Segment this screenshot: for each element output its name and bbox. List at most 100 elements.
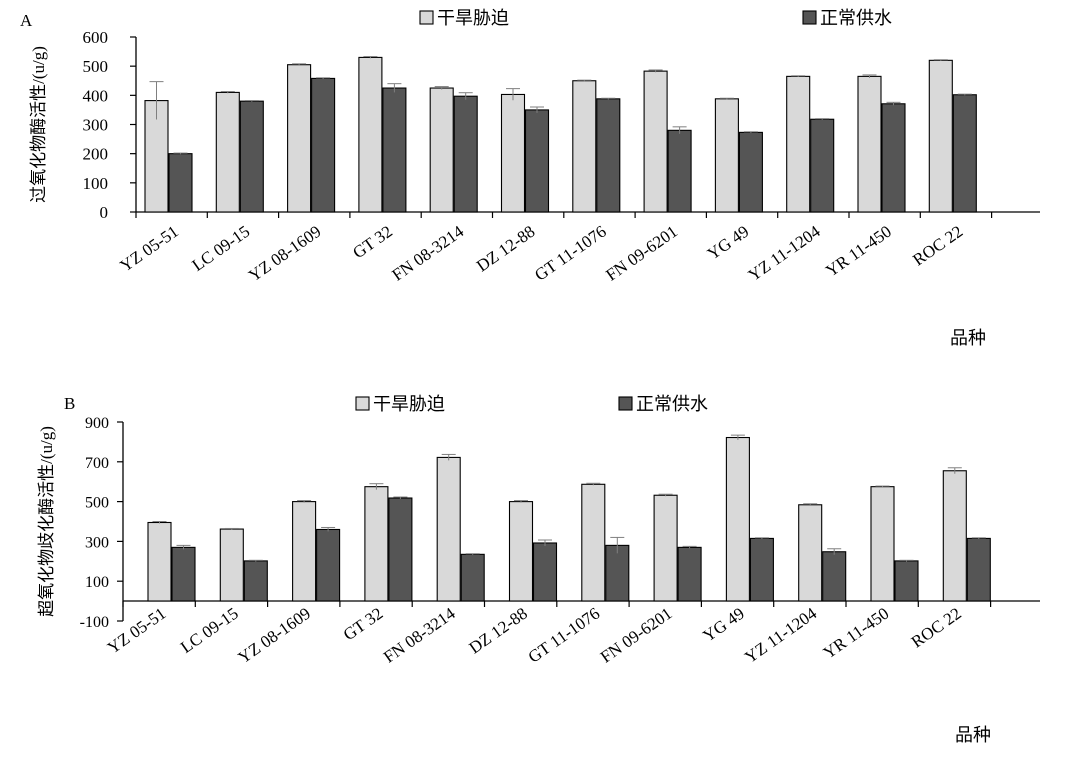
y-axis-title: 过氧化物酶活性/(u/g) — [29, 46, 48, 203]
bar-drought — [364, 486, 389, 602]
y-tick-label: 0 — [100, 203, 109, 222]
x-category-label: LC 09-15 — [189, 222, 254, 275]
x-category-label: YZ 08-1609 — [235, 604, 314, 668]
x-category-label: YG 49 — [699, 604, 747, 646]
x-axis-title: 品种 — [950, 328, 986, 348]
panel-label: A — [20, 11, 33, 30]
bar-normal — [738, 131, 763, 213]
x-category-label: ROC 22 — [909, 222, 966, 270]
bar-normal — [460, 553, 485, 602]
x-category-label: GT 32 — [340, 604, 387, 645]
bar-drought — [215, 91, 240, 213]
bar-normal — [532, 542, 558, 602]
legend-swatch-normal — [618, 396, 633, 411]
bar-normal — [168, 153, 193, 213]
x-category-label: FN 09-6201 — [597, 604, 676, 667]
legend-swatch-drought — [419, 10, 434, 25]
y-tick-label: 300 — [85, 534, 109, 551]
bar-normal — [881, 103, 906, 213]
x-category-label: YZ 11-1204 — [745, 221, 824, 284]
bar-drought — [714, 98, 739, 213]
x-category-label: YR 11-450 — [820, 604, 893, 663]
legend-swatch-normal — [802, 10, 817, 25]
bar-normal — [239, 100, 264, 213]
x-category-label: GT 32 — [349, 222, 396, 263]
bar-normal — [605, 544, 630, 602]
x-category-label: YG 49 — [704, 222, 752, 264]
bar-drought — [870, 486, 895, 602]
bar-drought — [500, 93, 526, 213]
bar-drought — [147, 521, 172, 602]
bar-normal — [749, 537, 774, 602]
x-axis-title: 品种 — [955, 725, 991, 745]
y-tick-label: 200 — [83, 145, 109, 164]
bar-normal — [243, 560, 268, 602]
panel-label: B — [64, 394, 75, 413]
y-tick-label: 500 — [83, 57, 109, 76]
bar-normal — [822, 551, 847, 602]
y-tick-label: 700 — [85, 455, 109, 472]
bar-normal — [677, 546, 702, 602]
bar-normal — [952, 94, 977, 213]
bar-drought — [786, 75, 811, 213]
bar-drought — [292, 501, 317, 602]
bar-drought — [725, 436, 750, 602]
x-category-label: YR 11-450 — [822, 222, 895, 281]
legend-label-drought: 干旱胁迫 — [437, 8, 509, 28]
legend-label-normal: 正常供水 — [820, 8, 892, 28]
bar-drought — [942, 470, 967, 602]
bar-drought — [429, 87, 454, 213]
x-category-label: YZ 05-51 — [117, 222, 182, 276]
bar-normal — [388, 497, 413, 602]
bar-normal — [810, 118, 835, 213]
y-tick-label: 100 — [83, 174, 109, 193]
x-category-label: DZ 12-88 — [466, 604, 531, 658]
y-tick-label: 100 — [85, 574, 109, 591]
bar-normal — [316, 528, 341, 602]
legend-label-drought: 干旱胁迫 — [373, 394, 445, 414]
x-category-label: LC 09-15 — [177, 604, 242, 657]
x-category-label: FN 09-6201 — [602, 222, 681, 285]
bar-drought — [928, 59, 953, 213]
bar-normal — [524, 109, 550, 213]
bar-drought — [219, 528, 244, 602]
bar-drought — [287, 64, 312, 213]
x-category-label: YZ 05-51 — [104, 604, 169, 658]
y-tick-label: 500 — [85, 495, 109, 512]
x-category-label: YZ 11-1204 — [741, 603, 820, 666]
bar-drought — [358, 56, 383, 213]
bar-normal — [453, 95, 478, 213]
x-category-label: ROC 22 — [908, 604, 965, 652]
legend-label-normal: 正常供水 — [636, 394, 708, 414]
bar-normal — [894, 560, 919, 602]
bar-drought — [798, 504, 823, 602]
y-tick-label: 400 — [83, 86, 109, 105]
x-category-label: DZ 12-88 — [473, 222, 538, 276]
bar-drought — [857, 75, 882, 213]
y-tick-label: -100 — [80, 614, 109, 631]
x-category-label: FN 08-3214 — [389, 221, 468, 284]
y-axis-title: 超氧化物歧化酶活性/(u/g) — [37, 426, 56, 617]
bar-normal — [667, 129, 692, 213]
x-category-label: GT 11-1076 — [531, 222, 610, 285]
x-category-label: YZ 08-1609 — [245, 222, 324, 286]
bar-drought — [508, 501, 534, 602]
bar-drought — [643, 70, 668, 213]
bar-normal — [596, 98, 621, 213]
bar-normal — [311, 77, 336, 213]
bar-normal — [171, 546, 196, 602]
x-category-label: FN 08-3214 — [380, 603, 459, 666]
y-tick-label: 300 — [83, 116, 109, 135]
bar-normal — [966, 537, 991, 602]
x-category-label: GT 11-1076 — [525, 604, 604, 667]
legend-swatch-drought — [355, 396, 370, 411]
bar-drought — [572, 80, 597, 213]
y-tick-label: 600 — [83, 28, 109, 47]
bar-normal — [382, 87, 407, 213]
bar-drought — [581, 483, 606, 602]
y-tick-label: 900 — [85, 415, 109, 432]
